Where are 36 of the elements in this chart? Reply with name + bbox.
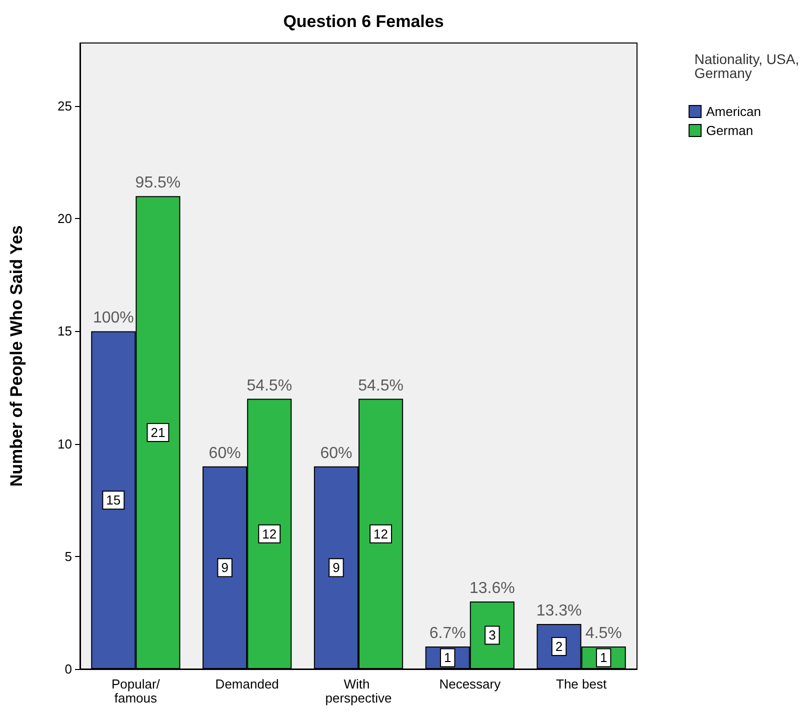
annotation: 54.5% xyxy=(358,377,404,394)
data-label: 1 xyxy=(444,650,452,666)
data-label: 15 xyxy=(106,492,121,508)
y-tick-label: 20 xyxy=(58,211,72,226)
data-label: 9 xyxy=(221,560,228,576)
x-tick-label: With perspective xyxy=(325,676,392,706)
data-label: 12 xyxy=(262,526,277,542)
data-label: 12 xyxy=(374,526,388,542)
annotation: 95.5% xyxy=(135,174,181,192)
x-tick-label: Necessary xyxy=(439,676,502,692)
legend-title: Nationality, USA, Germany xyxy=(694,51,803,81)
data-label: 9 xyxy=(332,560,340,576)
y-tick-label: 15 xyxy=(58,324,72,339)
annotation: 6.7% xyxy=(429,624,466,642)
annotation: 60% xyxy=(208,444,241,462)
y-tick-label: 0 xyxy=(64,662,72,676)
y-axis-title: Number of People Who Said Yes xyxy=(7,225,26,487)
annotation: 13.6% xyxy=(469,580,515,597)
legend-label: German xyxy=(706,123,754,138)
y-tick-label: 10 xyxy=(58,436,72,452)
annotation: 4.5% xyxy=(585,624,622,642)
data-label: 21 xyxy=(150,425,166,440)
annotation: 54.5% xyxy=(246,377,292,394)
annotation: 13.3% xyxy=(536,602,582,620)
y-tick-label: 5 xyxy=(64,548,72,564)
x-tick-label: The best xyxy=(556,676,607,692)
annotation: 100% xyxy=(92,310,134,327)
chart-title: Question 6 Females xyxy=(283,12,444,31)
y-tick-label: 25 xyxy=(58,98,72,114)
data-label: 1 xyxy=(600,650,608,666)
annotation: 60% xyxy=(320,444,352,462)
x-tick-label: Demanded xyxy=(215,676,279,692)
x-tick-label: Popular/famous xyxy=(111,676,160,706)
data-label: 3 xyxy=(488,628,496,643)
data-label: 2 xyxy=(555,638,563,654)
legend-label: American xyxy=(706,104,762,119)
